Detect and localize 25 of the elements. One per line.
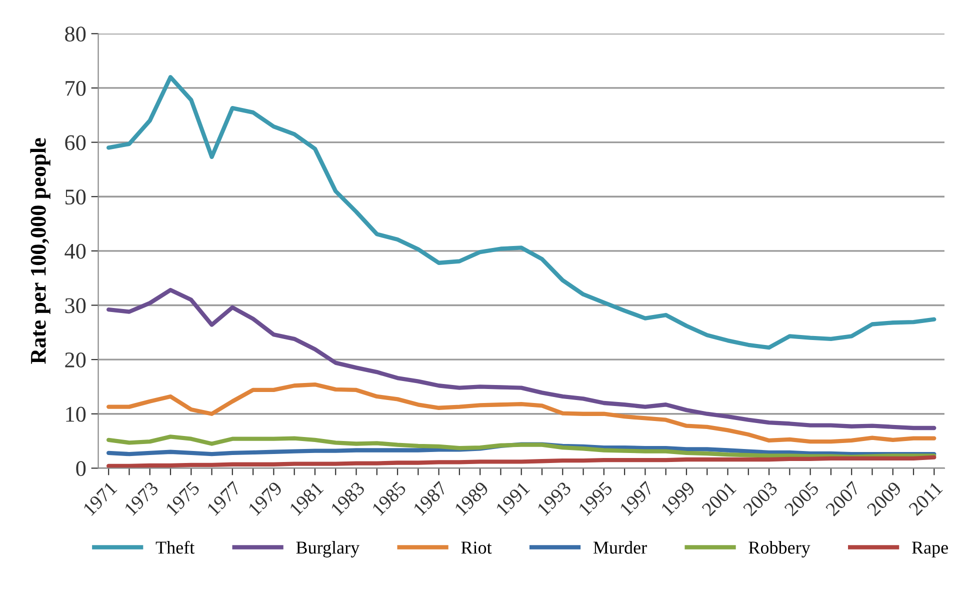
line-series — [106, 455, 936, 468]
y-tick-label: 10 — [66, 406, 86, 422]
line-series — [106, 75, 936, 350]
x-tick-label: 1981 — [289, 481, 324, 516]
legend-label: Rape — [912, 542, 948, 558]
x-tick-label: 2011 — [908, 481, 943, 516]
y-tick-label: 60 — [65, 135, 86, 150]
y-tick-label: 30 — [65, 298, 86, 314]
line-series — [106, 434, 936, 459]
legend-label: Theft — [156, 540, 195, 554]
x-tick-label: 1991 — [496, 481, 530, 516]
legend-label: Murder — [593, 541, 647, 554]
legend-label: Robbery — [748, 541, 810, 558]
y-axis-title: Rate per 100,000 people — [30, 138, 50, 364]
line-series — [106, 288, 936, 430]
y-tick-label: 70 — [66, 80, 86, 96]
y-tick-label: 40 — [64, 244, 86, 259]
y-tick-label: 0 — [76, 461, 86, 476]
legend-label: Burglary — [296, 541, 360, 558]
y-tick-label: 20 — [65, 352, 86, 368]
legend-label: Riot — [461, 542, 492, 554]
y-tick-label: 50 — [66, 190, 86, 205]
line-series — [106, 382, 936, 444]
x-tick-label: 1971 — [82, 481, 118, 516]
y-tick-label: 80 — [65, 26, 86, 42]
